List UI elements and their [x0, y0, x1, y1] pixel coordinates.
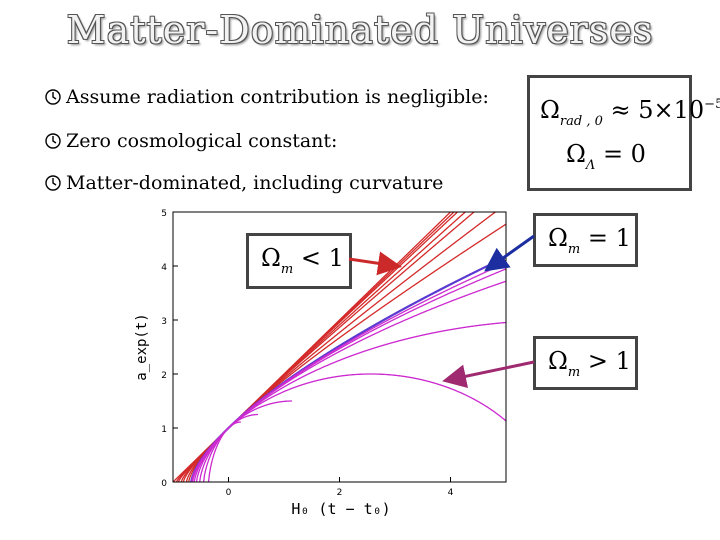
- curve-group: [173, 212, 506, 482]
- curve-closed: [191, 268, 506, 482]
- x-axis-label: H₀ (t − t₀): [291, 500, 390, 518]
- bullet-radiation: Assume radiation contribution is negligi…: [44, 86, 489, 108]
- curve-flat: [190, 255, 506, 482]
- y-tick-label: 2: [161, 371, 167, 381]
- curve-closed: [198, 400, 292, 482]
- curve-closed: [207, 421, 241, 482]
- arrow-closed: [442, 360, 535, 389]
- slide-title: Matter-Dominated Universes: [66, 8, 654, 52]
- y-tick-label: 4: [161, 263, 167, 273]
- arrow-open: [348, 251, 402, 276]
- y-axis-label: a_exp(t): [134, 313, 150, 380]
- clock-bullet-icon: [45, 89, 61, 105]
- curve-closed: [195, 373, 506, 482]
- omega-less-than-one-box: Ωm < 1: [246, 233, 352, 289]
- curve-open: [175, 212, 455, 482]
- curve-open: [187, 223, 506, 482]
- arrow-flat: [484, 234, 535, 272]
- curve-closed: [190, 262, 506, 482]
- bullet-text: Matter-dominated, including curvature: [66, 172, 444, 194]
- curve-closed: [193, 321, 506, 482]
- bullet-cosmological-constant: Zero cosmological constant:: [44, 130, 337, 152]
- omega-greater-than-one-box: Ωm > 1: [533, 336, 638, 390]
- omega-equal-one-box: Ωm = 1: [533, 213, 638, 267]
- x-tick-label: 2: [337, 488, 343, 498]
- bullet-text: Assume radiation contribution is negligi…: [66, 86, 489, 108]
- bullet-matter-dominated: Matter-dominated, including curvature: [44, 172, 443, 194]
- y-tick-label: 3: [161, 317, 167, 327]
- omega-lambda-equation: ΩΛ = 0: [566, 140, 646, 173]
- curve-open: [177, 212, 459, 482]
- curve-open: [182, 212, 476, 482]
- omega-radiation-equation: Ωrad , 0 ≈ 5×10−5: [540, 96, 720, 129]
- clock-bullet-icon: [45, 175, 61, 191]
- assumptions-box: Ωrad , 0 ≈ 5×10−5 ΩΛ = 0: [527, 75, 720, 191]
- x-tick-label: 0: [226, 488, 232, 498]
- y-tick-label: 1: [161, 425, 167, 435]
- clock-bullet-icon: [45, 133, 61, 149]
- x-tick-label: 4: [448, 488, 454, 498]
- axis-ticks: 0 1 2 3 4 5 0 2 4: [161, 209, 453, 498]
- y-tick-label: 5: [161, 209, 167, 219]
- bullet-text: Zero cosmological constant:: [66, 130, 338, 152]
- curve-open: [180, 212, 467, 482]
- y-tick-label: 0: [161, 479, 167, 489]
